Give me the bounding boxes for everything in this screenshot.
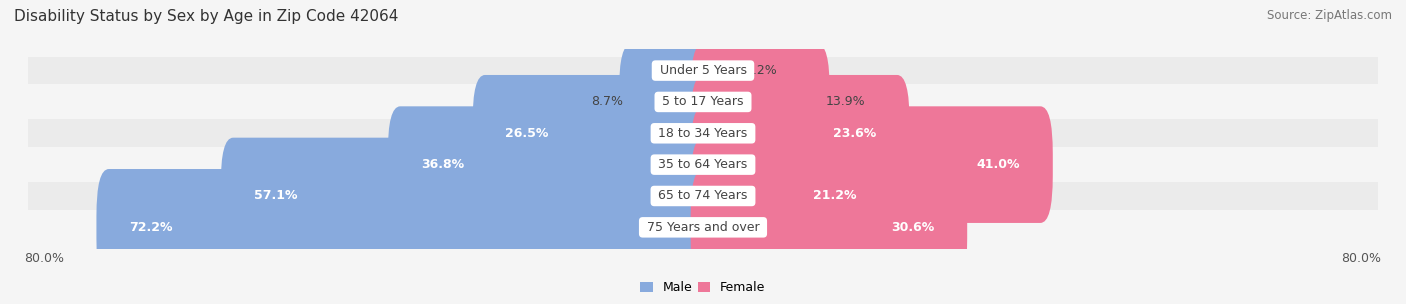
Text: 0.0%: 0.0% [658, 64, 690, 77]
FancyBboxPatch shape [690, 106, 1053, 223]
Text: 23.6%: 23.6% [834, 127, 877, 140]
FancyBboxPatch shape [690, 138, 890, 254]
Text: 57.1%: 57.1% [253, 189, 297, 202]
Text: 4.2%: 4.2% [745, 64, 778, 77]
Bar [28, 119, 1378, 147]
Text: 13.9%: 13.9% [825, 95, 865, 109]
Text: 8.7%: 8.7% [591, 95, 623, 109]
Text: 72.2%: 72.2% [129, 221, 173, 234]
FancyBboxPatch shape [619, 44, 716, 160]
Bar [28, 151, 1378, 178]
FancyBboxPatch shape [388, 106, 716, 223]
FancyBboxPatch shape [97, 169, 716, 286]
Text: 26.5%: 26.5% [506, 127, 548, 140]
Bar [28, 182, 1378, 210]
Text: 41.0%: 41.0% [976, 158, 1019, 171]
Bar [28, 213, 1378, 241]
FancyBboxPatch shape [690, 44, 830, 160]
FancyBboxPatch shape [690, 169, 967, 286]
FancyBboxPatch shape [221, 138, 716, 254]
FancyBboxPatch shape [472, 75, 716, 192]
Text: 65 to 74 Years: 65 to 74 Years [654, 189, 752, 202]
FancyBboxPatch shape [690, 75, 910, 192]
Text: Under 5 Years: Under 5 Years [655, 64, 751, 77]
Text: 30.6%: 30.6% [891, 221, 934, 234]
Text: 35 to 64 Years: 35 to 64 Years [654, 158, 752, 171]
Legend: Male, Female: Male, Female [636, 276, 770, 299]
Bar [28, 57, 1378, 85]
Text: 21.2%: 21.2% [814, 189, 856, 202]
Bar [28, 88, 1378, 116]
Text: 5 to 17 Years: 5 to 17 Years [658, 95, 748, 109]
Text: 36.8%: 36.8% [420, 158, 464, 171]
Text: Source: ZipAtlas.com: Source: ZipAtlas.com [1267, 9, 1392, 22]
Text: Disability Status by Sex by Age in Zip Code 42064: Disability Status by Sex by Age in Zip C… [14, 9, 398, 24]
Text: 18 to 34 Years: 18 to 34 Years [654, 127, 752, 140]
Text: 75 Years and over: 75 Years and over [643, 221, 763, 234]
FancyBboxPatch shape [690, 12, 749, 129]
